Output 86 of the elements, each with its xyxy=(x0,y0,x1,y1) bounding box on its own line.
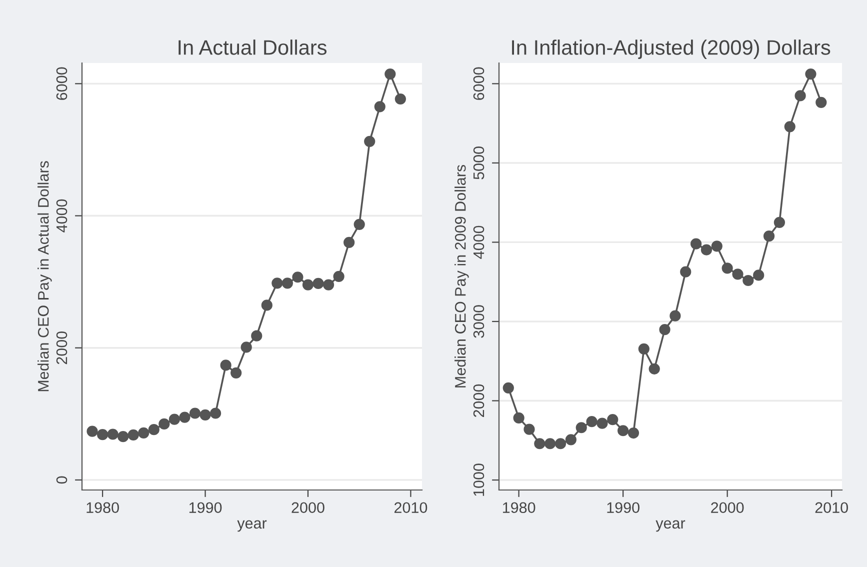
point xyxy=(158,418,170,430)
point xyxy=(344,236,355,248)
x-tick-label: 1980 xyxy=(502,502,536,514)
point xyxy=(648,363,660,374)
point xyxy=(774,216,786,228)
point xyxy=(628,427,640,439)
point xyxy=(524,424,535,435)
point xyxy=(763,230,775,242)
point xyxy=(168,414,180,425)
point xyxy=(794,90,806,102)
point xyxy=(200,409,211,420)
point xyxy=(210,408,222,419)
point xyxy=(816,96,827,108)
point xyxy=(118,431,129,442)
x-tick-label: 1990 xyxy=(189,502,222,514)
point xyxy=(700,244,712,256)
point xyxy=(261,300,272,311)
point xyxy=(576,422,587,434)
y-tick-label: 2000 xyxy=(56,331,68,364)
x-tick-label: 2000 xyxy=(711,502,744,514)
y-tick-label: 2000 xyxy=(473,384,484,417)
point xyxy=(179,412,190,423)
chart-title: In Actual Dollars xyxy=(178,40,327,55)
point xyxy=(394,93,406,105)
point xyxy=(138,427,150,438)
point xyxy=(240,342,252,353)
point xyxy=(596,418,608,429)
point xyxy=(333,270,344,282)
point xyxy=(554,438,566,450)
point xyxy=(753,270,764,281)
point xyxy=(638,343,650,354)
point xyxy=(722,262,733,274)
point xyxy=(607,414,618,426)
x-axis-title: year xyxy=(237,520,267,532)
y-tick-label: 5000 xyxy=(473,146,484,180)
point xyxy=(189,408,201,419)
point xyxy=(805,68,816,80)
x-tick-label: 1990 xyxy=(607,502,640,514)
point xyxy=(586,416,598,428)
point xyxy=(502,382,514,394)
point xyxy=(659,324,670,336)
point xyxy=(618,425,629,436)
y-tick-label: 4000 xyxy=(56,199,68,232)
point xyxy=(220,360,232,371)
point xyxy=(86,426,98,437)
y-axis-title: Median CEO Pay in 2009 Dollars xyxy=(454,164,469,388)
point xyxy=(732,268,744,280)
y-tick-label: 6000 xyxy=(473,67,484,100)
y-tick-label: 0 xyxy=(56,476,68,484)
x-tick-label: 2000 xyxy=(292,502,324,514)
point xyxy=(230,367,242,378)
point xyxy=(251,330,262,342)
point xyxy=(690,238,702,250)
point xyxy=(680,266,692,278)
x-tick-label: 1980 xyxy=(86,502,119,514)
point xyxy=(312,278,324,290)
point xyxy=(384,68,396,80)
point xyxy=(513,412,524,424)
point xyxy=(544,438,556,450)
point xyxy=(292,272,304,283)
point xyxy=(96,429,108,440)
point xyxy=(742,274,754,286)
point xyxy=(272,278,283,289)
x-axis-title: year xyxy=(656,520,686,532)
point xyxy=(534,438,546,450)
point xyxy=(322,279,334,290)
chart-title: In Inflation-Adjusted (2009) Dollars xyxy=(512,40,830,59)
point xyxy=(565,434,576,446)
point xyxy=(670,310,681,322)
y-tick-label: 4000 xyxy=(473,226,484,259)
y-tick-label: 6000 xyxy=(56,67,68,100)
point xyxy=(784,121,796,132)
point xyxy=(302,279,314,290)
y-tick-label: 1000 xyxy=(473,464,484,496)
point xyxy=(354,218,365,230)
point xyxy=(107,428,118,440)
y-tick-label: 3000 xyxy=(473,305,484,338)
y-axis-title: Median CEO Pay in Actual Dollars xyxy=(38,161,52,392)
x-tick-label: 2010 xyxy=(815,502,848,514)
point xyxy=(282,278,293,289)
point xyxy=(711,240,722,252)
point xyxy=(148,424,160,436)
x-tick-label: 2010 xyxy=(394,502,428,514)
point xyxy=(128,429,139,440)
point xyxy=(364,136,376,147)
point xyxy=(374,101,386,112)
